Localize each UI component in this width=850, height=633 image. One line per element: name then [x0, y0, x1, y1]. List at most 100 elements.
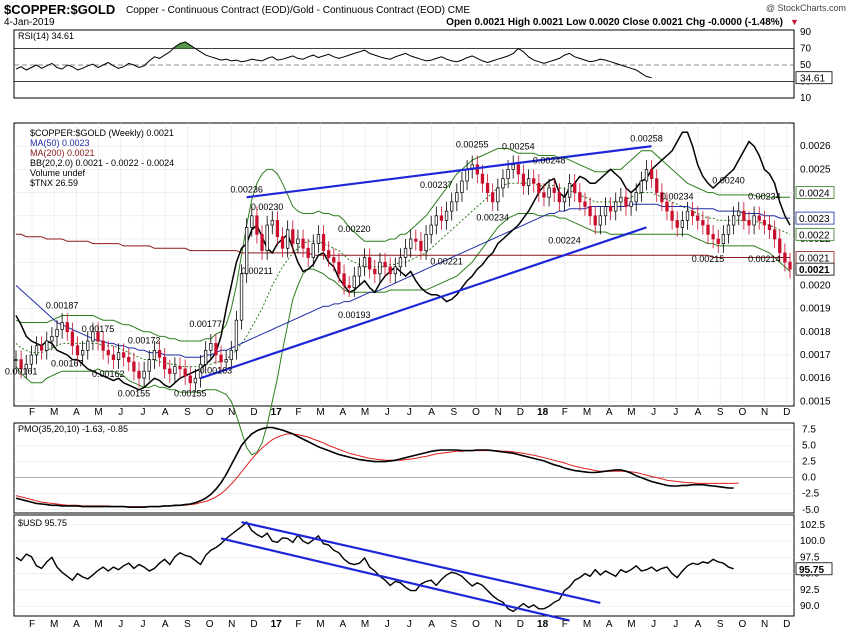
candle-body — [147, 359, 151, 372]
price-annotation: 0.00163 — [200, 366, 233, 376]
price-annotation: 0.00221 — [430, 257, 463, 267]
candle-body — [86, 340, 90, 351]
pmo-y-tick: -5.0 — [802, 505, 820, 516]
month-tick-label: J — [673, 619, 678, 630]
candle-body — [434, 215, 438, 226]
price-legend: $COPPER:$GOLD (Weekly) 0.0021 MA(50) 0.0… — [30, 128, 174, 188]
candle-body — [157, 349, 162, 358]
bb-middle-line — [15, 182, 791, 368]
candle-body — [685, 210, 690, 221]
month-tick-label: A — [428, 619, 435, 630]
price-annotation: 0.00155 — [174, 389, 207, 399]
price-y-tick: 0.0016 — [800, 373, 831, 384]
candle-body — [270, 220, 274, 226]
month-tick-label: A — [606, 407, 613, 418]
month-tick-label: N — [228, 619, 235, 630]
candle-body — [491, 192, 495, 203]
candle-body — [332, 257, 336, 263]
candle-body — [552, 187, 556, 193]
candle-body — [311, 243, 315, 258]
candle-body — [96, 331, 100, 342]
candle-body — [701, 220, 705, 226]
price-annotation: 0.00177 — [189, 319, 222, 329]
candle-body — [342, 273, 346, 286]
month-tick-label: M — [583, 619, 591, 630]
candle-body — [460, 180, 464, 193]
usd-line — [15, 521, 734, 613]
candle-body — [132, 361, 136, 372]
legend-ma50: MA(50) 0.0023 — [30, 138, 90, 148]
month-tick-label: D — [517, 407, 524, 418]
candle-body — [234, 319, 239, 351]
candle-body — [106, 349, 110, 356]
price-y-tick: 0.0019 — [800, 304, 831, 315]
candle-body — [245, 227, 249, 275]
price-annotation: 0.00172 — [128, 335, 161, 345]
month-tick-label: J — [141, 619, 146, 630]
candle-body — [680, 220, 685, 228]
usd-panel-frame — [13, 514, 795, 617]
month-tick-label: J — [651, 407, 656, 418]
candle-body — [629, 201, 633, 207]
price-annotation: 0.00162 — [92, 369, 125, 379]
pmo-plot — [14, 426, 794, 508]
candle-body — [286, 229, 290, 249]
price-annotation: 0.00234 — [661, 192, 694, 202]
candle-body — [65, 322, 69, 333]
candle-body — [168, 368, 172, 374]
month-tick-label: D — [250, 619, 257, 630]
candle-body — [337, 261, 341, 275]
candle-body — [711, 233, 715, 240]
candle-body — [726, 224, 731, 235]
candle-body — [142, 370, 146, 379]
candle-body — [280, 236, 285, 249]
rsi-y-tick: 70 — [800, 44, 812, 55]
month-tick-label: M — [50, 407, 58, 418]
candle-body — [608, 206, 613, 212]
month-tick-label: F — [562, 619, 568, 630]
axis-labels: F F M M A A M M J J J J A A S S O O N N D D 17 17 F F M M A A M M J J J J A A… — [29, 27, 835, 630]
month-tick-label: A — [162, 619, 169, 630]
price-annotation: 0.00175 — [82, 324, 115, 334]
rsi-plot — [14, 41, 794, 82]
rsi-title: RSI(14) 34.61 — [18, 31, 74, 41]
month-tick-label: J — [673, 407, 678, 418]
month-tick-label: O — [739, 619, 747, 630]
candle-body — [455, 192, 459, 203]
candle-body — [772, 229, 777, 240]
month-tick-label: O — [206, 619, 214, 630]
pmo-title: PMO(35,20,10) -1.63, -0.85 — [18, 424, 128, 434]
price-annotation: 0.00254 — [502, 142, 535, 152]
candle-body — [327, 250, 331, 258]
candle-body — [121, 352, 126, 358]
candle-body — [593, 215, 597, 226]
candle-body — [444, 210, 449, 221]
price-annotation: 0.00224 — [548, 236, 581, 246]
usd-y-tick: 102.5 — [800, 520, 825, 531]
month-tick-label: J — [407, 407, 412, 418]
month-tick-label: M — [50, 619, 58, 630]
month-tick-label: M — [316, 619, 324, 630]
month-tick-label: 18 — [537, 619, 549, 630]
month-tick-label: N — [495, 619, 502, 630]
price-annotation: 0.00220 — [338, 224, 371, 234]
candle-body — [45, 340, 49, 351]
candle-body — [178, 366, 182, 370]
price-annotation: 0.00187 — [46, 301, 79, 311]
price-panel-frame — [13, 122, 795, 407]
candle-body — [368, 257, 372, 270]
pmo-y-tick: 5.0 — [802, 441, 816, 452]
pmo-y-tick: 7.5 — [802, 424, 816, 435]
price-value-label: 0.0021 — [799, 254, 830, 265]
candle-body — [706, 224, 710, 235]
candle-body — [547, 187, 551, 198]
month-tick-label: O — [472, 619, 480, 630]
month-tick-label: D — [250, 407, 257, 418]
candle-body — [19, 359, 23, 370]
month-tick-label: N — [495, 407, 502, 418]
candle-body — [424, 233, 428, 251]
candle-body — [183, 368, 187, 377]
candle-body — [357, 266, 362, 277]
month-tick-label: M — [361, 619, 369, 630]
